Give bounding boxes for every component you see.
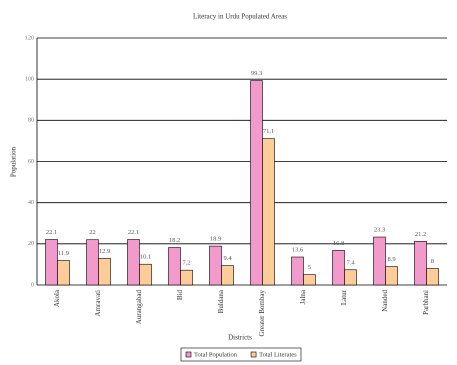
value-label: 7.4 [346, 259, 355, 266]
y-tick-label: 120 [25, 35, 34, 41]
bar [385, 266, 398, 286]
x-tick-label: Jalna [299, 289, 307, 304]
bar [45, 239, 58, 286]
bar [426, 268, 439, 286]
bar [127, 239, 140, 286]
value-label: 99.3 [251, 70, 262, 77]
bar [57, 260, 70, 286]
value-label: 8 [431, 258, 434, 265]
chart-title: Literacy in Urdu Populated Areas [193, 13, 287, 21]
y-tick-label: 0 [31, 282, 34, 288]
value-label: 8.9 [387, 256, 395, 263]
bar [344, 269, 357, 286]
bar [180, 269, 193, 286]
x-tick-label: Greater Bombay [258, 290, 266, 337]
bar [250, 80, 263, 286]
bar [373, 236, 386, 286]
x-tick-label: Parbhani [422, 290, 430, 315]
x-tick-label: Bid [176, 290, 184, 301]
value-label: 11.9 [58, 250, 69, 257]
y-tick-label: 40 [28, 200, 34, 206]
x-tick-label: Latur [340, 289, 348, 305]
value-label: 22.1 [128, 229, 139, 236]
value-label: 5 [308, 264, 311, 271]
x-tick-label: Aurangabad [135, 290, 143, 325]
bar [209, 245, 222, 286]
value-label: 7.2 [182, 260, 190, 267]
legend-label: Total Literates [259, 351, 297, 358]
y-axis-label: Population [10, 146, 18, 177]
legend-box [180, 347, 302, 362]
value-label: 12.9 [99, 248, 110, 255]
value-label: 18.2 [169, 237, 180, 244]
x-tick-label: Buldana [217, 289, 225, 313]
y-tick-label: 80 [28, 118, 34, 124]
bar [303, 274, 316, 286]
value-label: 22.1 [46, 229, 57, 236]
x-tick-label: Amravati [94, 290, 102, 316]
value-label: 10.1 [140, 254, 151, 261]
value-label: 71.1 [263, 128, 274, 135]
bar [291, 256, 304, 286]
bar [98, 258, 111, 286]
value-label: 23.3 [374, 227, 385, 234]
x-tick-label: Nanded [381, 290, 389, 312]
value-label: 18.9 [210, 236, 221, 243]
legend-swatch [250, 351, 257, 358]
y-tick-label: 20 [28, 241, 34, 247]
legend-label: Total Population [194, 351, 238, 358]
value-label: 21.2 [415, 231, 426, 238]
x-axis-label: Districts [228, 334, 252, 342]
bar [332, 250, 345, 286]
legend-swatch [185, 351, 192, 358]
x-tick-label: Akola [53, 289, 61, 307]
bar [414, 241, 427, 286]
y-tick-label: 60 [28, 159, 34, 165]
bar [86, 239, 99, 286]
bar [221, 265, 234, 286]
bar [262, 138, 275, 286]
value-label: 13.6 [292, 246, 304, 253]
y-tick-label: 100 [25, 77, 34, 83]
bar [168, 247, 181, 286]
value-label: 22 [89, 229, 96, 236]
value-label: 16.8 [333, 240, 344, 247]
value-label: 9.4 [223, 255, 232, 262]
bar [139, 263, 152, 286]
